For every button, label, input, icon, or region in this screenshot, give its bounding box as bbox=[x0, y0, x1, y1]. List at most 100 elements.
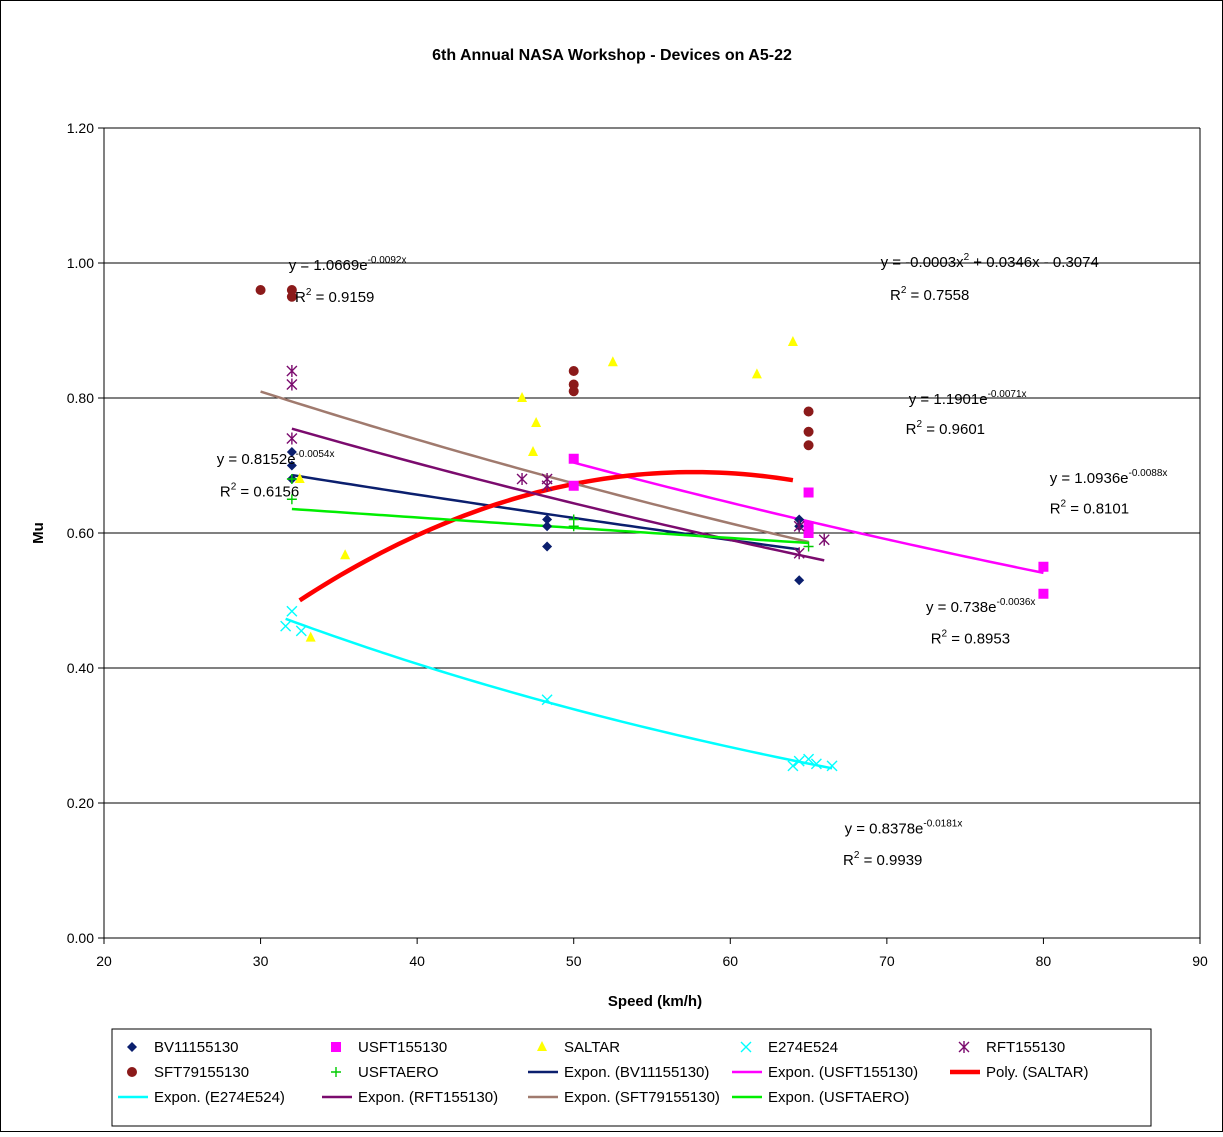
legend-item: Expon. (USFT155130) bbox=[732, 1064, 918, 1081]
data-point bbox=[803, 541, 814, 552]
legend-marker bbox=[740, 1041, 752, 1053]
legend-label: Poly. (SALTAR) bbox=[986, 1064, 1089, 1081]
data-point bbox=[528, 446, 539, 456]
data-point bbox=[516, 473, 528, 485]
data-point bbox=[542, 514, 553, 525]
trendline-r-squared: R2 = 0.6156 bbox=[220, 482, 299, 501]
trendline-equation: y = 0.8378e-0.0181x bbox=[845, 818, 963, 837]
data-point bbox=[568, 480, 579, 491]
data-point bbox=[280, 620, 292, 632]
legend-item: SFT79155130 bbox=[127, 1064, 249, 1081]
data-point bbox=[568, 521, 579, 532]
legend-item: Expon. (SFT79155130) bbox=[528, 1089, 720, 1106]
legend-marker bbox=[127, 1042, 137, 1052]
trendline-equation: y = 0.738e-0.0036x bbox=[926, 597, 1035, 616]
x-axis-label: Speed (km/h) bbox=[608, 993, 702, 1010]
data-point bbox=[286, 365, 298, 377]
trendline bbox=[260, 390, 809, 544]
data-point bbox=[541, 479, 553, 492]
legend-label: USFTAERO bbox=[358, 1064, 439, 1081]
data-point bbox=[295, 625, 307, 637]
data-point bbox=[787, 760, 799, 772]
trendline-r-squared: R2 = 0.9601 bbox=[906, 419, 985, 438]
data-point bbox=[531, 416, 542, 427]
y-tick-label: 1.00 bbox=[67, 255, 94, 271]
legend-item: Expon. (RFT155130) bbox=[322, 1089, 498, 1106]
x-tick-label: 50 bbox=[566, 953, 582, 969]
y-tick-label: 0.80 bbox=[67, 390, 94, 406]
data-point bbox=[568, 366, 579, 376]
data-point bbox=[286, 291, 297, 302]
data-point bbox=[793, 547, 805, 560]
y-tick-label: 1.20 bbox=[67, 120, 94, 136]
trendline-equation: y = -0.0003x2 + 0.0346x - 0.3074 bbox=[881, 252, 1099, 271]
legend-label: SFT79155130 bbox=[154, 1064, 249, 1081]
trendline-equations: y = 1.0669e-0.0092x R2 = 0.9159 y = 0.8152… bbox=[217, 252, 1168, 869]
legend-item: USFT155130 bbox=[331, 1039, 447, 1056]
legend-label: RFT155130 bbox=[986, 1039, 1065, 1056]
data-point bbox=[541, 694, 553, 706]
data-point bbox=[294, 473, 305, 483]
data-point bbox=[803, 528, 814, 538]
data-point bbox=[794, 514, 805, 525]
data-point bbox=[826, 760, 838, 772]
legend-item: Expon. (USFTAERO) bbox=[732, 1089, 909, 1106]
y-axis-label: Mu bbox=[30, 522, 47, 544]
data-point bbox=[286, 474, 297, 484]
legend-label: Expon. (USFT155130) bbox=[768, 1064, 918, 1081]
legend-label: Expon. (SFT79155130) bbox=[564, 1089, 720, 1106]
data-point bbox=[568, 453, 579, 464]
data-point bbox=[751, 368, 762, 379]
data-point bbox=[305, 631, 316, 642]
data-point bbox=[517, 392, 528, 402]
trendline-equation: y = 1.1901e-0.0071x bbox=[909, 389, 1027, 408]
data-point bbox=[255, 285, 266, 295]
data-point bbox=[803, 406, 814, 417]
axes: 0.00 0.20 0.40 0.60 0.80 1.00 1.20 20 30 40 50 60 70… bbox=[67, 120, 1208, 969]
legend-item: RFT155130 bbox=[958, 1039, 1065, 1056]
data-point bbox=[793, 520, 805, 533]
trendline-r-squared: R2 = 0.7558 bbox=[890, 285, 969, 304]
legend-marker bbox=[127, 1067, 137, 1077]
legend-label: SALTAR bbox=[564, 1039, 620, 1056]
legend-item: Poly. (SALTAR) bbox=[950, 1064, 1089, 1081]
x-tick-label: 90 bbox=[1192, 953, 1208, 969]
trendline bbox=[291, 427, 825, 562]
legend-item: SALTAR bbox=[537, 1039, 620, 1056]
x-tick-label: 70 bbox=[879, 953, 895, 969]
legend-label: Expon. (E274E524) bbox=[154, 1089, 285, 1106]
data-point bbox=[1038, 588, 1049, 599]
data-point bbox=[607, 356, 618, 367]
x-tick-label: 30 bbox=[253, 953, 269, 969]
data-point bbox=[542, 541, 553, 552]
y-tick-label: 0.60 bbox=[67, 525, 94, 541]
trendline bbox=[285, 617, 833, 770]
y-tick-label: 0.40 bbox=[67, 660, 94, 676]
legend: BV11155130 USFT155130 SALTAR E274E524 RFT155… bbox=[118, 1039, 1089, 1106]
data-point bbox=[286, 460, 297, 471]
data-point bbox=[542, 521, 553, 532]
data-point bbox=[568, 386, 579, 397]
trendline-equation: y = 1.0669e-0.0092x bbox=[289, 255, 407, 274]
data-point bbox=[787, 335, 798, 346]
legend-marker bbox=[331, 1067, 341, 1077]
legend-marker bbox=[537, 1041, 547, 1051]
data-point bbox=[286, 605, 298, 617]
trendline bbox=[298, 469, 794, 603]
trendline-r-squared: R2 = 0.8953 bbox=[931, 629, 1010, 648]
data-point bbox=[810, 758, 822, 770]
legend-item: E274E524 bbox=[740, 1039, 838, 1056]
data-markers bbox=[255, 285, 1049, 772]
x-tick-label: 60 bbox=[722, 953, 738, 969]
x-tick-label: 80 bbox=[1036, 953, 1052, 969]
legend-label: Expon. (BV11155130) bbox=[564, 1064, 709, 1081]
data-point bbox=[803, 753, 815, 765]
data-point bbox=[286, 494, 297, 505]
legend-item: BV11155130 bbox=[127, 1039, 239, 1056]
data-point bbox=[794, 575, 805, 586]
trendline-r-squared: R2 = 0.9939 bbox=[843, 850, 922, 869]
data-point bbox=[286, 432, 298, 445]
